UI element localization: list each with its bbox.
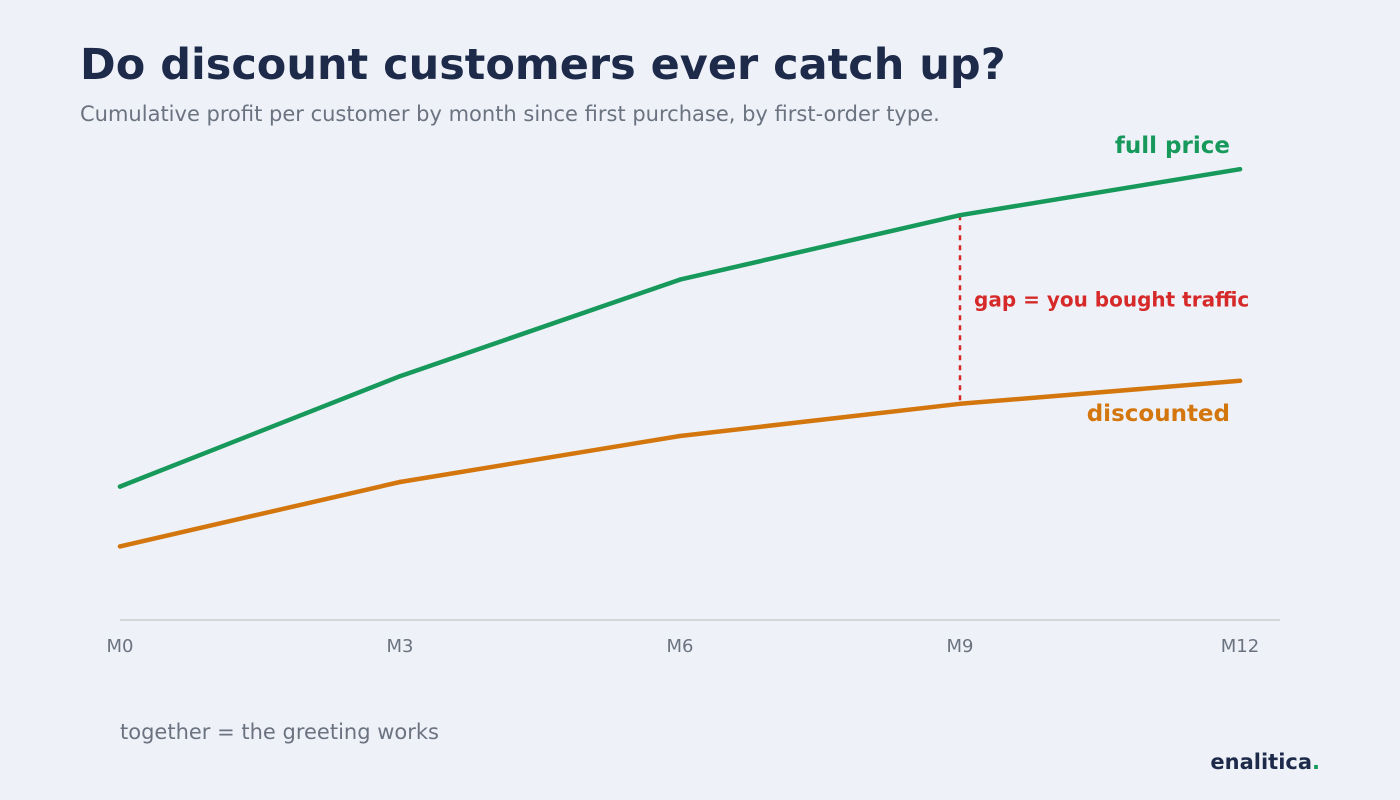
x-tick-label: M6 <box>667 636 694 657</box>
series-line-discounted <box>117 378 1243 549</box>
series-label-full-price: full price <box>1115 133 1230 159</box>
footnote: together = the greeting works <box>120 720 439 744</box>
page-subtitle: Cumulative profit per customer by month … <box>80 102 940 126</box>
series-line-full-price <box>117 166 1243 489</box>
data-point <box>397 374 403 379</box>
x-tick-label: M0 <box>107 636 134 657</box>
data-point <box>1237 167 1243 172</box>
x-tick-label: M9 <box>947 636 974 657</box>
series-label-discounted: discounted <box>1087 401 1230 427</box>
data-point <box>117 484 123 489</box>
page-title: Do discount customers ever catch up? <box>80 40 1006 90</box>
brand-dot: . <box>1312 750 1320 774</box>
brand-logo: enalitica. <box>1210 750 1320 774</box>
data-point <box>677 277 683 282</box>
gap-annotation-label: gap = you bought traffic <box>974 288 1249 312</box>
data-point <box>117 544 123 549</box>
x-tick-label: M12 <box>1221 636 1259 657</box>
data-point <box>677 433 683 439</box>
data-point <box>397 479 403 485</box>
data-point <box>957 213 963 218</box>
brand-name: enalitica <box>1210 750 1313 774</box>
data-point <box>957 401 963 406</box>
x-tick-label: M3 <box>387 636 414 657</box>
data-point <box>1237 378 1243 383</box>
